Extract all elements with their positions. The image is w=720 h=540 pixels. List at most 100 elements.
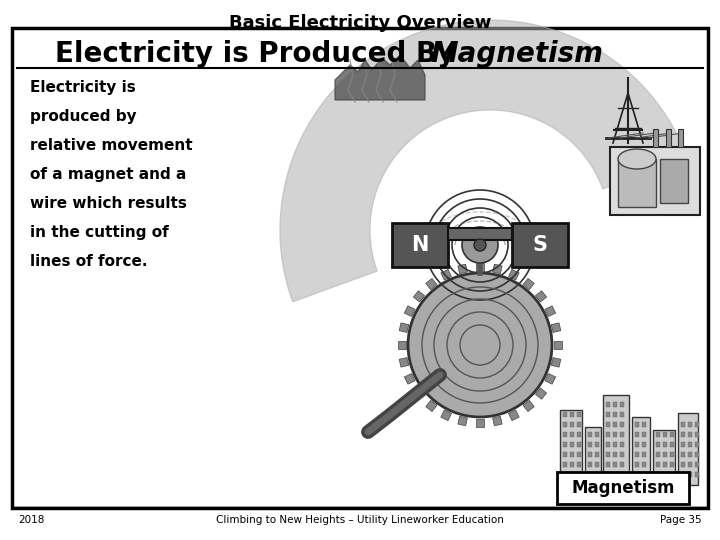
Bar bbox=[635, 422, 639, 427]
Bar bbox=[405, 306, 415, 316]
Bar bbox=[613, 402, 617, 407]
Text: Climbing to New Heights – Utility Lineworker Education: Climbing to New Heights – Utility Linewo… bbox=[216, 515, 504, 525]
Bar bbox=[635, 452, 639, 457]
Bar bbox=[512, 223, 568, 267]
Bar bbox=[635, 442, 639, 447]
Text: Basic Electricity Overview: Basic Electricity Overview bbox=[229, 14, 491, 32]
Bar bbox=[563, 422, 567, 427]
Bar bbox=[688, 452, 692, 457]
Bar bbox=[577, 452, 581, 457]
Bar bbox=[570, 462, 574, 467]
Bar bbox=[635, 432, 639, 437]
Bar bbox=[681, 432, 685, 437]
Bar bbox=[613, 422, 617, 427]
Bar bbox=[613, 462, 617, 467]
Bar bbox=[563, 462, 567, 467]
Bar bbox=[642, 452, 646, 457]
Bar bbox=[441, 269, 451, 280]
Bar bbox=[392, 223, 448, 267]
Circle shape bbox=[462, 227, 498, 263]
Bar bbox=[613, 472, 617, 477]
Bar bbox=[595, 462, 599, 467]
Bar bbox=[666, 129, 671, 147]
Text: in the cutting of: in the cutting of bbox=[30, 225, 168, 240]
Bar bbox=[545, 306, 556, 316]
Bar bbox=[620, 402, 624, 407]
Bar bbox=[688, 462, 692, 467]
Bar bbox=[642, 432, 646, 437]
Bar bbox=[613, 432, 617, 437]
Bar bbox=[620, 432, 624, 437]
Bar bbox=[606, 432, 610, 437]
Bar bbox=[458, 416, 467, 426]
Bar bbox=[426, 279, 437, 289]
Bar bbox=[536, 291, 546, 302]
Bar bbox=[595, 452, 599, 457]
Bar bbox=[620, 412, 624, 417]
Bar bbox=[563, 452, 567, 457]
Bar bbox=[399, 323, 409, 333]
Bar bbox=[552, 357, 561, 367]
Bar bbox=[12, 28, 708, 508]
Bar bbox=[681, 472, 685, 477]
Bar bbox=[570, 452, 574, 457]
Text: Page 35: Page 35 bbox=[660, 515, 702, 525]
Bar bbox=[632, 417, 650, 485]
Bar bbox=[606, 462, 610, 467]
Bar bbox=[577, 462, 581, 467]
Bar bbox=[570, 432, 574, 437]
Polygon shape bbox=[335, 55, 425, 100]
Bar bbox=[653, 430, 675, 485]
Bar bbox=[570, 412, 574, 417]
Bar bbox=[663, 452, 667, 457]
Bar bbox=[678, 413, 698, 485]
Bar bbox=[681, 422, 685, 427]
Circle shape bbox=[474, 239, 486, 251]
Bar bbox=[508, 269, 519, 280]
Bar bbox=[585, 427, 601, 485]
Bar bbox=[688, 432, 692, 437]
Bar bbox=[458, 264, 467, 274]
Bar bbox=[613, 412, 617, 417]
Text: S: S bbox=[533, 235, 547, 255]
Bar bbox=[635, 472, 639, 477]
Bar bbox=[508, 410, 519, 421]
Bar bbox=[476, 263, 484, 271]
Bar bbox=[618, 159, 656, 207]
Bar bbox=[588, 442, 592, 447]
Bar bbox=[635, 462, 639, 467]
Bar bbox=[688, 442, 692, 447]
Bar bbox=[688, 472, 692, 477]
Circle shape bbox=[408, 273, 552, 417]
Bar bbox=[620, 462, 624, 467]
Bar bbox=[642, 442, 646, 447]
Bar bbox=[545, 374, 556, 384]
Bar bbox=[563, 432, 567, 437]
Bar bbox=[656, 442, 660, 447]
Bar bbox=[670, 462, 674, 467]
Bar bbox=[620, 472, 624, 477]
Bar bbox=[663, 442, 667, 447]
Bar bbox=[563, 412, 567, 417]
Text: produced by: produced by bbox=[30, 109, 137, 124]
Bar bbox=[670, 472, 674, 477]
Bar bbox=[695, 442, 699, 447]
Bar bbox=[577, 422, 581, 427]
Text: relative movement: relative movement bbox=[30, 138, 193, 153]
Bar bbox=[610, 147, 700, 215]
Bar bbox=[606, 442, 610, 447]
Bar bbox=[656, 462, 660, 467]
Bar bbox=[663, 462, 667, 467]
Bar bbox=[588, 452, 592, 457]
Bar bbox=[606, 422, 610, 427]
Text: Electricity is: Electricity is bbox=[30, 80, 136, 95]
Bar bbox=[688, 422, 692, 427]
Bar bbox=[663, 432, 667, 437]
Text: Electricity is Produced By: Electricity is Produced By bbox=[55, 40, 465, 68]
Bar bbox=[523, 400, 534, 411]
Bar bbox=[448, 228, 512, 240]
Text: wire which results: wire which results bbox=[30, 196, 187, 211]
Bar bbox=[426, 400, 437, 411]
Bar bbox=[653, 129, 658, 147]
Bar bbox=[577, 472, 581, 477]
